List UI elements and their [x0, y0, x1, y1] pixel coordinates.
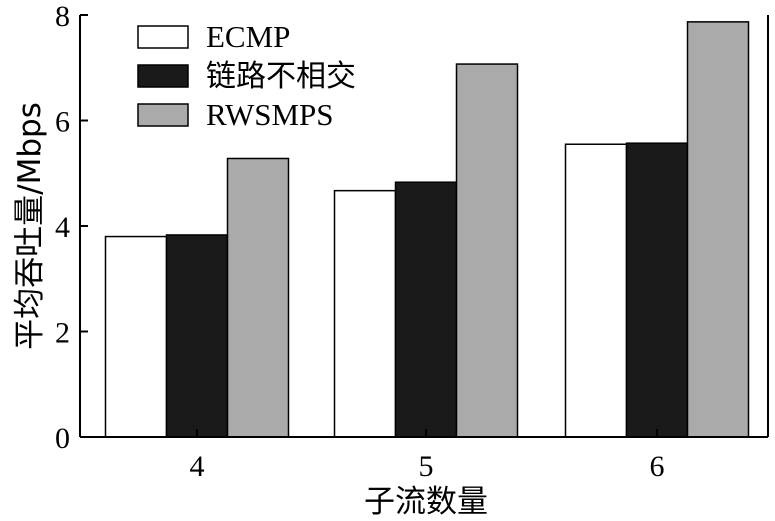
bar-链路不相交-4: [165, 234, 229, 438]
x-tick-label: 6: [650, 450, 665, 483]
legend-label: ECMP: [206, 19, 290, 54]
legend-label: 链路不相交: [206, 59, 356, 94]
x-axis-title: 子流数量: [364, 484, 488, 520]
bar-链路不相交-6: [625, 142, 689, 438]
y-tick-label: 0: [55, 422, 70, 455]
bar-链路不相交-5: [394, 181, 458, 438]
ticks: 0 2 4 6 8 4 5 6: [55, 0, 665, 483]
bar-ECMP-6: [564, 143, 628, 438]
y-tick-label: 6: [55, 106, 70, 139]
bar-ECMP-4: [104, 235, 168, 438]
y-tick-label: 4: [55, 211, 70, 244]
legend-swatch-链路不相交: [137, 64, 189, 88]
legend-label: RWSMPS: [206, 97, 334, 132]
bars: [104, 21, 750, 438]
y-tick-label: 2: [55, 317, 70, 350]
legend-swatch-ECMP: [137, 25, 189, 49]
legend-swatch-RWSMPS: [137, 103, 189, 127]
x-tick-label: 5: [419, 450, 434, 483]
x-tick-label: 4: [190, 450, 205, 483]
bar-ECMP-5: [333, 189, 397, 438]
y-tick-label: 8: [55, 0, 70, 33]
bar-RWSMPS-6: [686, 21, 750, 438]
bar-RWSMPS-5: [455, 63, 519, 438]
y-axis-title: 平均吞吐量/Mbps: [12, 102, 48, 350]
bar-RWSMPS-4: [226, 157, 290, 438]
